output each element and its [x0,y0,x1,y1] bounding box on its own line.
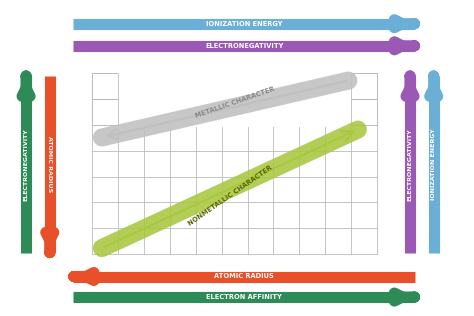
Text: ELECTRONEGATIVITY: ELECTRONEGATIVITY [24,128,28,201]
Text: IONIZATION ENERGY: IONIZATION ENERGY [206,21,283,27]
Text: ELECTRON AFFINITY: ELECTRON AFFINITY [206,294,282,300]
Text: ELECTRONEGATIVITY: ELECTRONEGATIVITY [205,43,283,49]
Text: IONIZATION ENERGY: IONIZATION ENERGY [431,128,436,200]
Text: ELECTRONEGATIVITY: ELECTRONEGATIVITY [408,128,412,201]
Text: NONMETALLIC CHARACTER: NONMETALLIC CHARACTER [187,164,273,226]
Bar [351,99,377,125]
Text: ATOMIC RADIUS: ATOMIC RADIUS [214,274,274,279]
Text: ATOMIC RADIUS: ATOMIC RADIUS [47,136,52,192]
Bar [351,73,377,99]
Bar [92,99,118,125]
Bar [92,73,118,99]
Text: METALLIC CHARACTER: METALLIC CHARACTER [194,86,275,119]
Bar [118,73,351,125]
